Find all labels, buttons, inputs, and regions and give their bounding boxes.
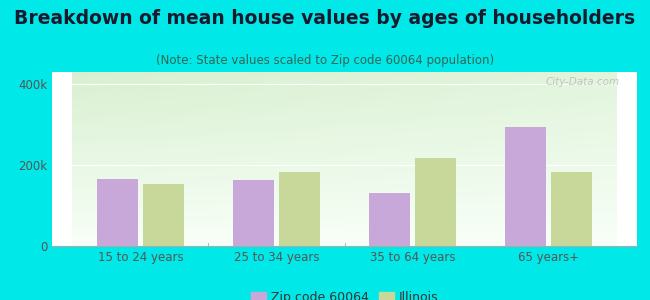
Bar — [551, 172, 592, 246]
Bar — [97, 179, 138, 246]
Bar — [505, 127, 546, 246]
Bar — [233, 180, 274, 246]
Bar — [280, 172, 320, 246]
Text: (Note: State values scaled to Zip code 60064 population): (Note: State values scaled to Zip code 6… — [156, 54, 494, 67]
Text: Breakdown of mean house values by ages of householders: Breakdown of mean house values by ages o… — [14, 9, 636, 28]
Text: City-Data.com: City-Data.com — [545, 77, 619, 87]
Bar — [143, 184, 184, 246]
Bar — [369, 194, 410, 246]
Bar — [415, 158, 456, 246]
Legend: Zip code 60064, Illinois: Zip code 60064, Illinois — [246, 286, 443, 300]
